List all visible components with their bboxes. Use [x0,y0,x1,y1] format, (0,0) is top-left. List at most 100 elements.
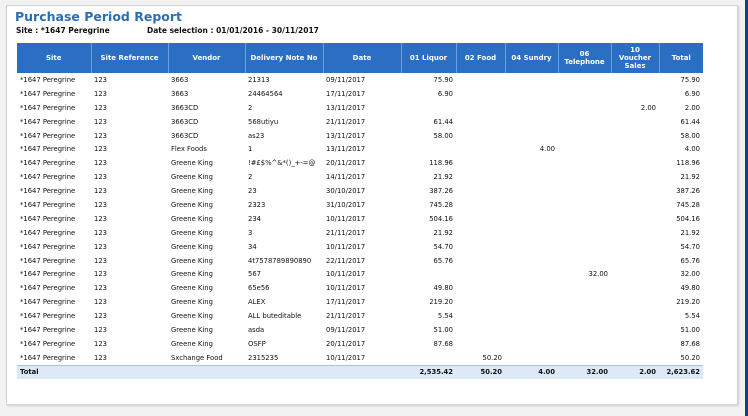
table-cell: 61.44 [680,117,700,126]
table-cell [456,115,505,129]
total-cell: 50.20 [456,364,505,379]
table-cell: 387.26 [676,187,700,196]
table-cell: 61.44 [433,117,453,126]
table-cell: 123 [94,117,107,126]
column-header[interactable]: Vendor [168,43,246,73]
table-cell: 10/11/2017 [326,214,366,223]
table-cell [558,337,611,351]
table-cell [456,337,505,351]
table-cell: *1647 Peregrine [20,256,76,265]
table-cell [611,254,659,268]
column-header[interactable]: Site Reference [91,43,169,73]
table-cell: 5.54 [437,312,453,321]
table-row: *1647 Peregrine 123 Greene King OSFP 20/11/2… [17,337,703,351]
table-cell: Greene King [171,284,213,293]
column-header[interactable]: 01 Liquor [401,43,457,73]
table-cell: Greene King [171,228,213,237]
table-cell: 568utiyu [248,117,279,126]
table-header-row: Site Site Reference Vendor Delivery Note No… [17,43,703,73]
column-header[interactable]: 06 Telephone [558,43,612,73]
report-title: Purchase Period Report [15,9,182,24]
table-row: *1647 Peregrine 123 Greene King 23 30/10/201… [17,184,703,198]
table-cell: *1647 Peregrine [20,214,76,223]
column-header[interactable]: 10 Voucher Sales [611,43,660,73]
column-header[interactable]: Total [659,43,703,73]
table-cell [456,101,505,115]
table-cell: 504.16 [676,214,700,223]
column-header[interactable]: Date [323,43,402,73]
table-cell: Sxchange Food [171,353,223,362]
table-cell: 123 [94,228,107,237]
table-cell: Greene King [171,256,213,265]
table-row: *1647 Peregrine 123 Greene King 34 10/11/201… [17,240,703,254]
table-cell: 123 [94,145,107,154]
table-cell [611,170,659,184]
table-cell [505,240,558,254]
table-cell: *1647 Peregrine [20,284,76,293]
table-cell: ALEX [248,298,266,307]
table-row: *1647 Peregrine 123 Greene King 3 21/11/2017… [17,226,703,240]
table-cell [558,351,611,365]
table-cell: 21.92 [433,173,453,182]
table-cell: *1647 Peregrine [20,228,76,237]
table-cell [611,267,659,281]
table-cell: 123 [94,339,107,348]
table-cell [505,198,558,212]
total-cell: 2.00 [611,364,659,379]
table-cell: 22/11/2017 [326,256,366,265]
date-selection-label: Date selection : 01/01/2016 - 30/11/2017 [147,26,319,35]
column-header[interactable]: 02 Food [456,43,506,73]
table-cell: Greene King [171,187,213,196]
table-cell: 219.20 [676,298,700,307]
table-row: *1647 Peregrine 123 Greene King 65e56 10/11/… [17,281,703,295]
table-cell [611,226,659,240]
table-row: *1647 Peregrine 123 3663CD as23 13/11/2017 58… [17,129,703,143]
table-cell: *1647 Peregrine [20,75,76,84]
total-cell: 2,535.42 [401,364,456,379]
table-cell: *1647 Peregrine [20,117,76,126]
table-cell: 75.90 [433,75,453,84]
table-row: *1647 Peregrine 123 3663CD 2 13/11/2017 2.00 2… [17,101,703,115]
table-cell [611,115,659,129]
column-header[interactable]: Site [17,43,92,73]
table-cell [505,170,558,184]
table-cell: 21.92 [680,173,700,182]
table-cell: 123 [94,242,107,251]
table-cell [558,156,611,170]
table-row: *1647 Peregrine 123 Greene King 567 10/11/20… [17,267,703,281]
table-cell: *1647 Peregrine [20,89,76,98]
table-cell: 3663CD [171,117,199,126]
table-row: *1647 Peregrine 123 3663CD 568utiyu 21/11/20… [17,115,703,129]
table-cell: !#£$%^&*()_+-=@ [248,159,316,168]
total-cell: 32.00 [558,364,611,379]
table-cell: *1647 Peregrine [20,173,76,182]
table-cell [611,240,659,254]
table-cell: 567 [248,270,261,279]
table-cell: 21/11/2017 [326,117,366,126]
column-header[interactable]: 04 Sundry [505,43,559,73]
total-cell [168,364,245,379]
table-row: *1647 Peregrine 123 Greene King 234 10/11/20… [17,212,703,226]
table-cell [558,295,611,309]
total-cell: Total [17,364,91,379]
table-cell: Greene King [171,214,213,223]
table-cell [456,254,505,268]
table-cell: 50.20 [482,353,502,362]
table-cell: *1647 Peregrine [20,339,76,348]
table-cell: 123 [94,270,107,279]
table-cell: 745.28 [676,200,700,209]
total-cell: 2,623.62 [659,364,703,379]
table-cell [558,170,611,184]
table-cell: OSFP [248,339,266,348]
table-cell [456,281,505,295]
table-cell: 17/11/2017 [326,298,366,307]
column-header[interactable]: Delivery Note No [245,43,324,73]
table-cell: 4.00 [539,145,555,154]
table-cell: 21/11/2017 [326,312,366,321]
total-cell [323,364,401,379]
table-cell: Greene King [171,200,213,209]
table-row: *1647 Peregrine 123 Greene King asda 09/11/2… [17,323,703,337]
table-cell: 123 [94,159,107,168]
table-cell: asda [248,325,265,334]
table-cell: 123 [94,187,107,196]
